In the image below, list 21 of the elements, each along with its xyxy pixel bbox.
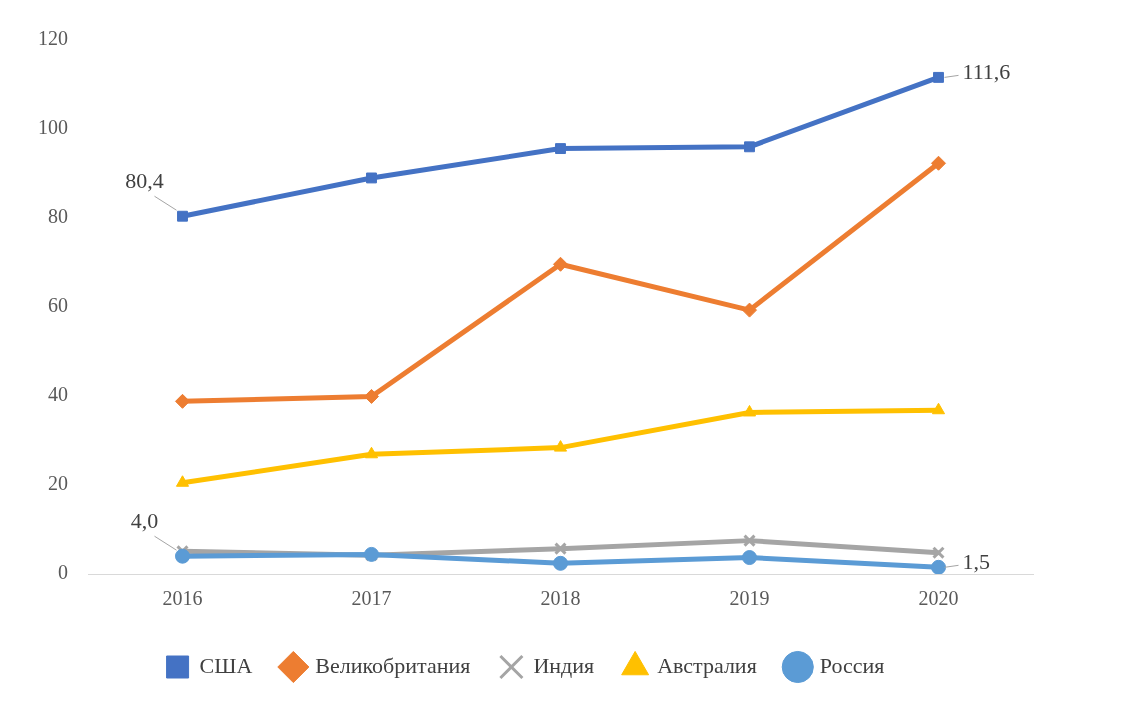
legend-label: Индия (533, 652, 595, 678)
data-label: 80,4 (125, 168, 164, 193)
x-tick-label: 2020 (918, 587, 959, 610)
legend-label: Австралия (657, 652, 757, 678)
x-tick-label: 2017 (351, 587, 392, 610)
y-tick-label: 40 (48, 383, 68, 406)
x-tick-label: 2016 (162, 587, 203, 610)
y-tick-label: 100 (38, 116, 68, 139)
x-tick-label: 2019 (729, 587, 770, 610)
legend-label: Россия (819, 652, 885, 678)
x-tick-label: 2018 (540, 587, 581, 610)
y-tick-label: 60 (48, 294, 68, 317)
y-tick-label: 120 (38, 27, 68, 50)
data-label: 1,5 (962, 549, 990, 575)
data-label: 111,6 (962, 59, 1011, 85)
y-tick-label: 20 (48, 472, 68, 495)
y-tick-label: 0 (58, 561, 68, 584)
y-tick-label: 80 (48, 205, 68, 228)
data-label: 4,0 (130, 507, 159, 533)
legend-label: Великобритания (315, 652, 471, 678)
legend-label: США (199, 652, 253, 678)
